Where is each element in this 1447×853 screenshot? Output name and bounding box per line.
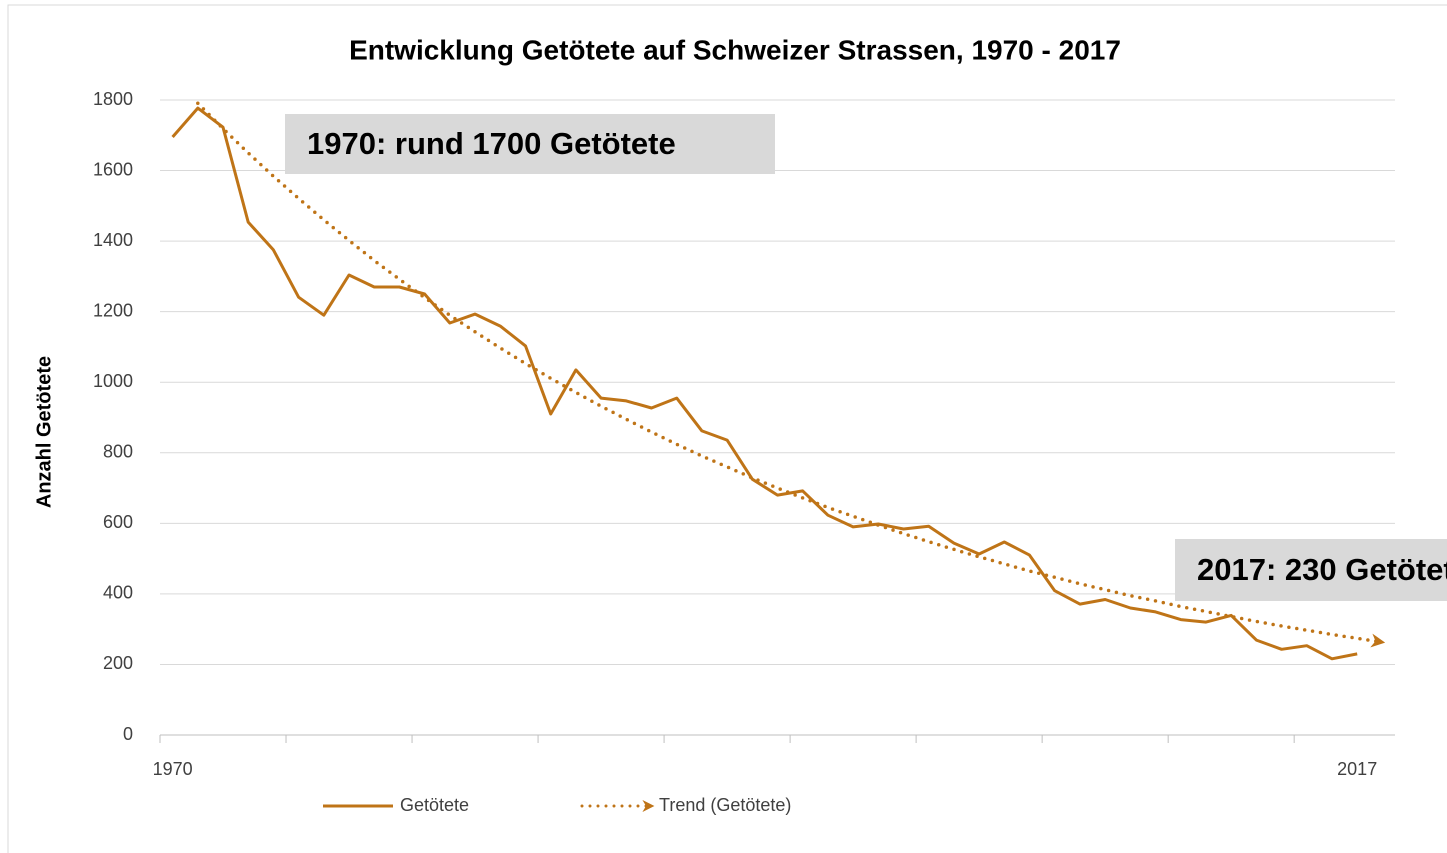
y-tick-label: 1800 bbox=[93, 89, 133, 109]
y-tick-label: 1200 bbox=[93, 300, 133, 320]
legend-label: Getötete bbox=[400, 795, 469, 815]
x-tick-label: 2017 bbox=[1337, 759, 1377, 779]
y-tick-label: 600 bbox=[103, 512, 133, 532]
y-tick-label: 400 bbox=[103, 583, 133, 603]
y-tick-label: 800 bbox=[103, 442, 133, 462]
y-axis-label: Anzahl Getötete bbox=[33, 356, 55, 508]
annotation-box bbox=[1175, 539, 1447, 601]
annotation: 1970: rund 1700 Getötete bbox=[307, 126, 676, 161]
annotation-box bbox=[285, 114, 775, 174]
chart-frame bbox=[7, 4, 1447, 853]
legend-label: Trend (Getötete) bbox=[659, 795, 791, 815]
annotation: 2017: 230 Getötete bbox=[1197, 552, 1447, 587]
y-tick-label: 1000 bbox=[93, 371, 133, 391]
y-tick-label: 1600 bbox=[93, 159, 133, 179]
chart-title: Entwicklung Getötete auf Schweizer Stras… bbox=[349, 34, 1121, 65]
y-tick-label: 200 bbox=[103, 653, 133, 673]
trend-line bbox=[196, 101, 1386, 648]
data-line bbox=[171, 106, 1358, 661]
y-tick-label: 0 bbox=[123, 724, 133, 744]
y-tick-label: 1400 bbox=[93, 230, 133, 250]
x-tick-label: 1970 bbox=[153, 759, 193, 779]
